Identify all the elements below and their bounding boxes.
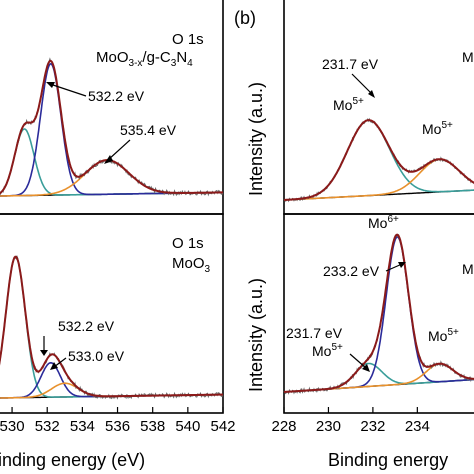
a-x-tick-label-540: 540 [175,418,200,435]
panel-b-bottom-curves [283,233,474,395]
a-bottom-arrowhead-533 [50,362,58,370]
a-bottom-sample-label: MoO3 [172,255,211,275]
panel-b-label: (b) [234,8,256,28]
a-top-arrow-535 [107,139,131,161]
b-bottom-mo5-label-2: Mo5+ [428,327,459,344]
b-bottom-yaxis-label: Intensity (a.u.) [246,278,266,392]
b-bottom-mo-edge-label: M [462,261,474,277]
b-bottom-annotation-233: 233.2 eV [323,263,380,279]
a-top-annotation-532: 532.2 eV [88,88,145,104]
b-bottom-arrowhead-mo5 [362,364,370,372]
panel-a-bottom-curves [0,254,224,400]
b-bottom-annotation-231: 231.7 eV [286,325,343,341]
a-bottom-o1s-label: O 1s [172,235,204,252]
b-top-arrow-231 [351,73,373,95]
b-top-mo5-label-2: Mo5+ [422,120,453,137]
panel-b-bottom-frame [283,213,474,414]
b-bottom-component-1 [283,362,474,393]
a-top-arrowhead-535 [104,155,113,164]
a-bottom-arrowhead-532 [40,350,48,356]
a-xaxis-label: Binding energy (eV) [0,450,145,470]
a-x-tick-label-538: 538 [140,418,165,435]
b-top-mo5-label-1: Mo5+ [333,96,364,113]
a-x-tick-label-542: 542 [210,418,235,435]
a-x-tick-label-532: 532 [35,418,60,435]
b-bottom-arrow-233 [385,263,403,272]
a-top-raw-data [0,57,224,197]
b-bottom-envelope-fit [283,233,474,393]
b-bottom-mo5-label-1: Mo5+ [312,342,343,359]
a-bottom-annotation-532: 532.2 eV [58,318,115,334]
b-top-annotation-231: 231.7 eV [322,56,379,72]
a-x-tick-label-536: 536 [105,418,130,435]
panel-a-bottom-frame [0,213,224,414]
a-bottom-envelope-fit [0,255,223,398]
a-bottom-annotation-533: 533.0 eV [68,348,125,364]
axis-ticks: 530 532 534 536 538 540 542 228 230 232 234 [0,407,430,435]
b-x-tick-label-228: 228 [271,418,296,435]
b-xaxis-label: Binding energy [328,450,448,470]
a-top-o1s-label: O 1s [172,31,204,48]
panel-b-top-frame [283,0,474,215]
a-top-arrow-532 [49,83,87,97]
a-top-arrowhead-532 [46,82,55,88]
a-top-annotation-535: 535.4 eV [120,122,177,138]
b-x-tick-label-234: 234 [405,418,430,435]
b-x-tick-label-232: 232 [360,418,385,435]
b-x-tick-label-230: 230 [316,418,341,435]
panel-b-top-curves [283,117,474,203]
b-top-yaxis-label: Intensity (a.u.) [246,82,266,196]
b-top-component-2 [284,158,474,201]
b-top-envelope-fit [283,119,474,201]
panel-a-top-curves [0,57,224,197]
b-bottom-arrowhead-233 [398,262,406,268]
b-bottom-arrow-mo5 [349,353,367,369]
b-bottom-mo6-label: Mo6+ [368,214,399,231]
a-x-tick-label-530: 530 [0,418,25,435]
a-top-sample-label: MoO3-x/g-C3N4 [96,49,193,69]
a-top-envelope-fit [0,59,223,195]
b-top-mo-edge-label: M [462,49,474,65]
a-x-tick-label-534: 534 [70,418,95,435]
a-top-component-2 [0,62,223,197]
b-top-arrowhead-231 [368,90,375,98]
